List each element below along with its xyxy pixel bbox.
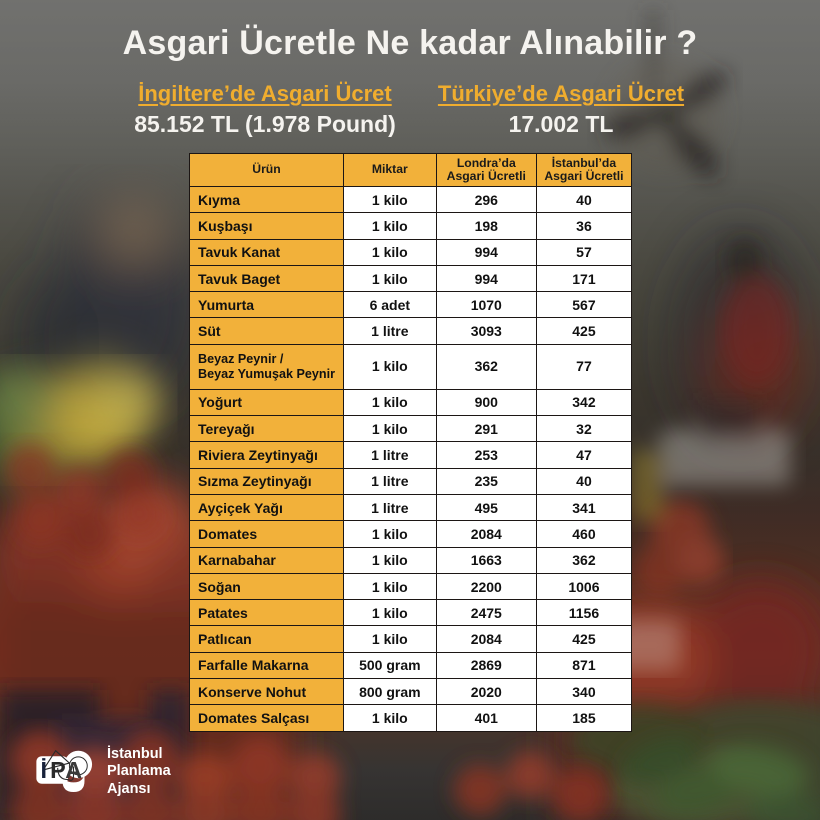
svg-text:İ: İ	[41, 757, 48, 783]
svg-text:A: A	[65, 757, 82, 783]
svg-text:P: P	[50, 757, 66, 783]
